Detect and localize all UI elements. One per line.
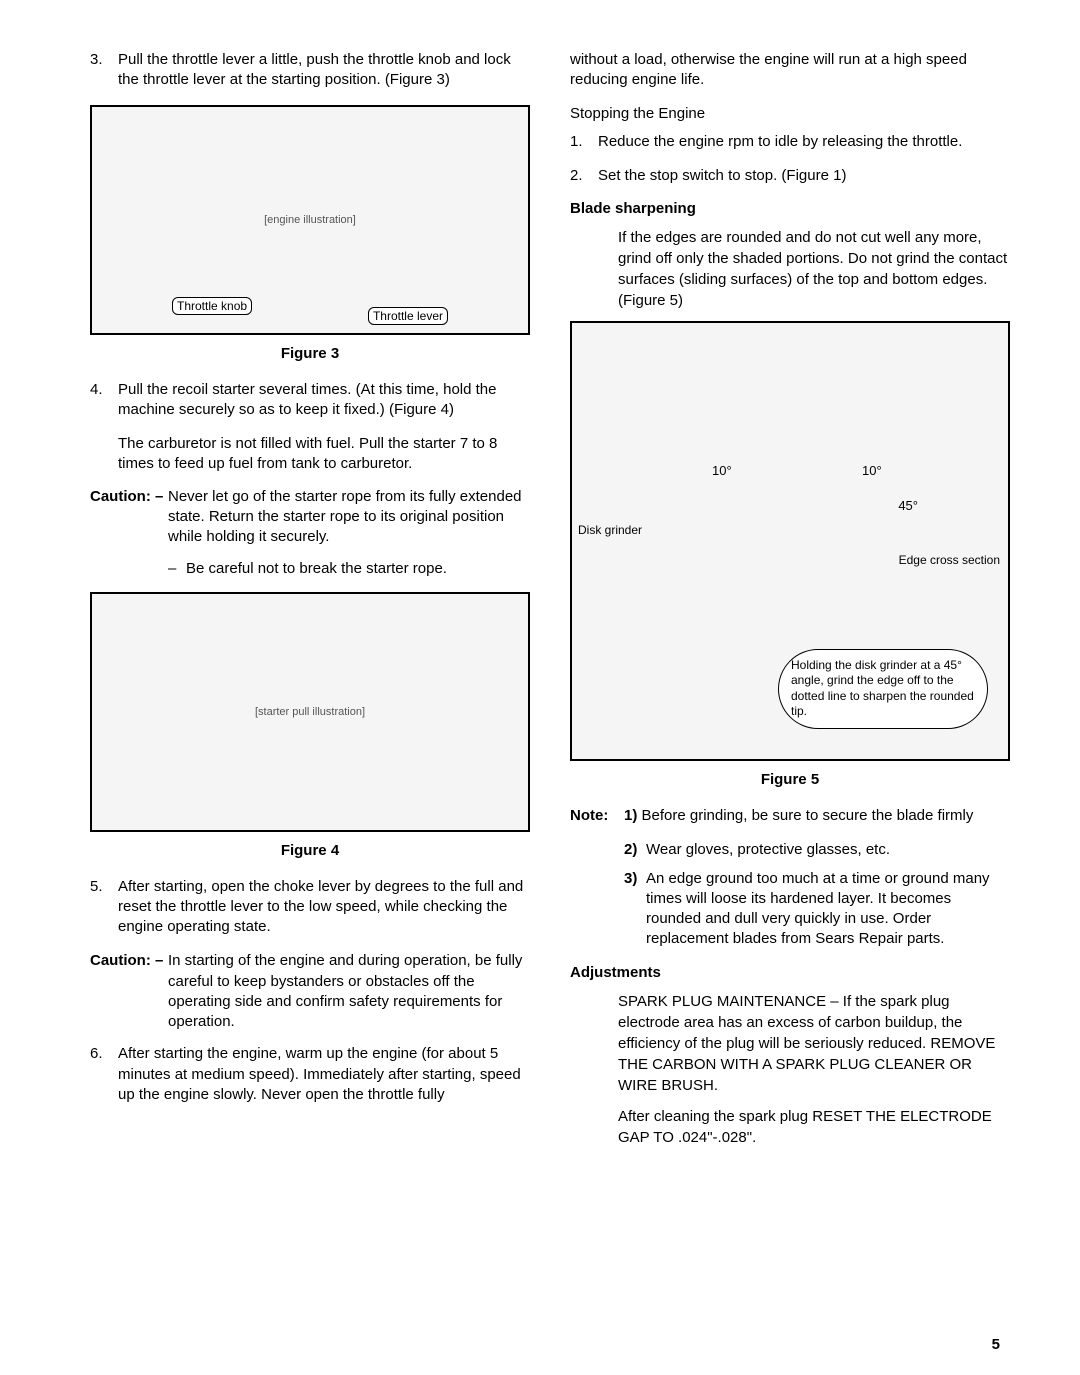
note-2: 2) Wear gloves, protective glasses, etc. (624, 840, 1010, 860)
figure-3-label-lever: Throttle lever (368, 307, 448, 325)
blade-body: If the edges are rounded and do not cut … (618, 227, 1010, 311)
caution-1-sub: – Be careful not to break the starter ro… (168, 559, 530, 579)
figure-5-45deg: 45° (898, 498, 918, 513)
stop-step-2-text: Set the stop switch to stop. (Figure 1) (598, 166, 1010, 186)
caution-1-sub-text: Be careful not to break the starter rope… (186, 559, 447, 579)
caution-2: Caution: – In starting of the engine and… (90, 951, 530, 1032)
left-column: 3. Pull the throttle lever a little, pus… (90, 50, 530, 1158)
figure-4-placeholder-icon: [starter pull illustration] (255, 706, 365, 718)
caution-2-text: In starting of the engine and during ope… (168, 951, 530, 1032)
stop-step-1-number: 1. (570, 132, 598, 152)
step-3-text: Pull the throttle lever a little, push t… (118, 50, 530, 91)
adjustment-spark-plug: SPARK PLUG MAINTENANCE – If the spark pl… (618, 991, 1010, 1096)
step-4: 4. Pull the recoil starter several times… (90, 380, 530, 421)
step-6-continuation: without a load, otherwise the engine wil… (570, 50, 1010, 91)
step-4-number: 4. (90, 380, 118, 421)
figure-5-10deg-a: 10° (712, 463, 732, 478)
step-5-number: 5. (90, 877, 118, 938)
note-block: Note: 1) Before grinding, be sure to sec… (570, 806, 1010, 826)
stopping-heading: Stopping the Engine (570, 105, 1010, 122)
note-1-number: 1) (624, 807, 637, 824)
figure-4-caption: Figure 4 (90, 842, 530, 859)
right-column: without a load, otherwise the engine wil… (570, 50, 1010, 1158)
figure-5-instruction: Holding the disk grinder at a 45° angle,… (778, 649, 988, 729)
step-6: 6. After starting the engine, warm up th… (90, 1044, 530, 1105)
stop-step-2-number: 2. (570, 166, 598, 186)
step-5-text: After starting, open the choke lever by … (118, 877, 530, 938)
note-3-text: An edge ground too much at a time or gro… (646, 869, 1010, 950)
note-3: 3) An edge ground too much at a time or … (624, 869, 1010, 950)
step-4-note: The carburetor is not filled with fuel. … (118, 434, 530, 475)
stop-step-2: 2. Set the stop switch to stop. (Figure … (570, 166, 1010, 186)
figure-3-caption: Figure 3 (90, 345, 530, 362)
step-6-text: After starting the engine, warm up the e… (118, 1044, 530, 1105)
step-4-text: Pull the recoil starter several times. (… (118, 380, 530, 421)
stop-step-1: 1. Reduce the engine rpm to idle by rele… (570, 132, 1010, 152)
figure-5-caption: Figure 5 (570, 771, 1010, 788)
step-3: 3. Pull the throttle lever a little, pus… (90, 50, 530, 91)
note-2-text: Wear gloves, protective glasses, etc. (646, 840, 890, 860)
stop-step-1-text: Reduce the engine rpm to idle by releasi… (598, 132, 1010, 152)
figure-3-image: Throttle knob Throttle lever [engine ill… (90, 105, 530, 335)
dash-icon: – (168, 559, 186, 579)
figure-3-placeholder-icon: [engine illustration] (264, 214, 356, 226)
note-2-number: 2) (624, 840, 646, 860)
caution-2-label: Caution: – (90, 951, 168, 1032)
note-label: Note: (570, 806, 624, 826)
caution-1-text: Never let go of the starter rope from it… (168, 487, 530, 548)
figure-4-image: [starter pull illustration] (90, 592, 530, 832)
step-5: 5. After starting, open the choke lever … (90, 877, 530, 938)
note-3-number: 3) (624, 869, 646, 950)
caution-1: Caution: – Never let go of the starter r… (90, 487, 530, 548)
note-1-text: Before grinding, be sure to secure the b… (642, 807, 974, 824)
figure-5-disk-label: Disk grinder (578, 523, 642, 537)
step-6-number: 6. (90, 1044, 118, 1105)
figure-5-10deg-b: 10° (862, 463, 882, 478)
step-3-number: 3. (90, 50, 118, 91)
note-1: 1) Before grinding, be sure to secure th… (624, 806, 1010, 826)
adjustment-gap: After cleaning the spark plug RESET THE … (618, 1106, 1010, 1148)
figure-3-label-knob: Throttle knob (172, 297, 252, 315)
page-number: 5 (992, 1336, 1000, 1353)
figure-5-image: Disk grinder Edge cross section 45° 10° … (570, 321, 1010, 761)
figure-5-edge-label: Edge cross section (899, 553, 1000, 567)
caution-1-label: Caution: – (90, 487, 168, 548)
blade-heading: Blade sharpening (570, 200, 1010, 217)
adjustments-heading: Adjustments (570, 964, 1010, 981)
